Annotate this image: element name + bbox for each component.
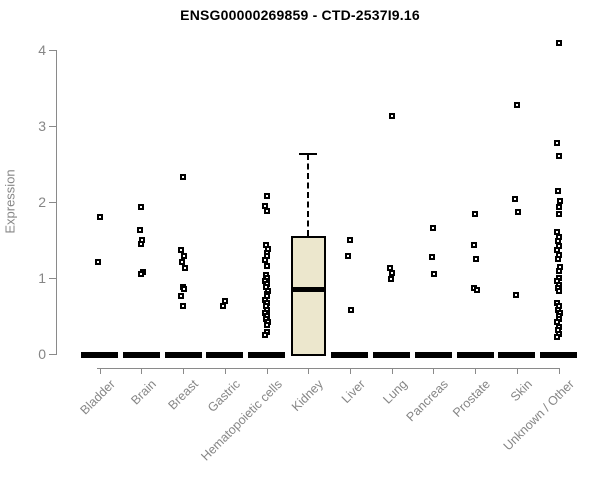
zero-expression-bar bbox=[540, 351, 577, 358]
y-tick-label: 0 bbox=[38, 346, 46, 363]
data-point bbox=[138, 203, 145, 210]
data-point bbox=[95, 259, 101, 266]
data-point bbox=[387, 276, 394, 283]
data-point bbox=[179, 259, 186, 266]
box-whisker-cap bbox=[299, 152, 318, 155]
y-axis-line bbox=[56, 50, 57, 356]
data-point bbox=[261, 203, 268, 210]
x-tick bbox=[516, 368, 518, 374]
box-median-line bbox=[292, 287, 324, 293]
data-point bbox=[556, 210, 563, 217]
data-point bbox=[96, 213, 103, 220]
data-point bbox=[554, 256, 561, 263]
zero-expression-bar bbox=[122, 351, 160, 358]
y-tick bbox=[49, 354, 56, 356]
data-point bbox=[220, 302, 227, 309]
y-tick-label: 2 bbox=[38, 194, 46, 211]
data-point bbox=[553, 333, 560, 340]
y-tick bbox=[49, 202, 56, 204]
y-tick bbox=[49, 50, 56, 52]
chart-title: ENSG00000269859 - CTD-2537I9.16 bbox=[180, 7, 420, 23]
data-point bbox=[388, 112, 395, 119]
zero-expression-bar bbox=[164, 351, 202, 358]
data-point bbox=[137, 241, 144, 248]
data-point bbox=[553, 140, 560, 146]
x-tick bbox=[433, 368, 435, 374]
data-point bbox=[555, 267, 562, 274]
data-point bbox=[472, 256, 479, 263]
data-point bbox=[472, 210, 479, 217]
data-point bbox=[512, 195, 519, 202]
data-point bbox=[470, 241, 477, 248]
data-point bbox=[181, 265, 188, 272]
data-point bbox=[554, 187, 561, 194]
data-point bbox=[555, 203, 562, 210]
x-tick bbox=[391, 368, 393, 374]
data-point bbox=[389, 270, 396, 276]
data-point bbox=[431, 270, 438, 277]
x-tick bbox=[349, 368, 351, 374]
data-point bbox=[345, 253, 352, 260]
data-point bbox=[263, 193, 270, 200]
data-point bbox=[261, 332, 268, 339]
data-point bbox=[430, 225, 437, 232]
data-point bbox=[180, 253, 187, 260]
data-point bbox=[557, 197, 564, 204]
zero-expression-bar bbox=[206, 351, 244, 358]
zero-expression-bar bbox=[456, 351, 494, 358]
data-point bbox=[263, 321, 270, 328]
data-point bbox=[428, 254, 435, 260]
data-point bbox=[346, 237, 353, 244]
data-point bbox=[513, 292, 519, 298]
data-point bbox=[180, 174, 186, 181]
data-point bbox=[514, 209, 521, 216]
x-tick bbox=[183, 368, 184, 374]
data-point bbox=[555, 288, 562, 295]
data-point bbox=[180, 285, 187, 292]
data-point bbox=[138, 270, 145, 277]
zero-expression-bar bbox=[373, 351, 411, 358]
zero-expression-bar bbox=[248, 351, 285, 358]
y-tick bbox=[49, 126, 56, 128]
y-tick bbox=[49, 278, 56, 280]
data-point bbox=[180, 302, 186, 309]
data-point bbox=[264, 208, 271, 215]
data-point bbox=[178, 247, 185, 254]
data-point bbox=[263, 263, 270, 270]
x-tick bbox=[99, 368, 101, 374]
zero-expression-bar bbox=[331, 351, 369, 358]
data-point bbox=[178, 292, 185, 299]
x-tick bbox=[308, 368, 310, 374]
data-point bbox=[473, 286, 480, 293]
data-point bbox=[556, 152, 563, 159]
x-tick bbox=[224, 368, 226, 374]
zero-expression-bar bbox=[414, 351, 452, 358]
x-axis-line bbox=[97, 368, 560, 369]
y-tick-label: 3 bbox=[38, 118, 46, 135]
box-upper-whisker bbox=[307, 153, 310, 236]
x-tick bbox=[558, 368, 560, 374]
zero-expression-bar bbox=[81, 351, 119, 358]
x-tick bbox=[141, 368, 143, 374]
data-point bbox=[513, 102, 520, 108]
data-point bbox=[261, 257, 268, 264]
y-tick-label: 4 bbox=[38, 42, 46, 59]
zero-expression-bar bbox=[498, 351, 536, 358]
box-iqr bbox=[290, 235, 326, 357]
x-tick bbox=[475, 368, 477, 374]
x-tick bbox=[266, 368, 268, 374]
data-point bbox=[347, 306, 354, 313]
data-point bbox=[136, 226, 143, 233]
y-tick-label: 1 bbox=[38, 270, 46, 287]
data-point bbox=[555, 39, 562, 46]
